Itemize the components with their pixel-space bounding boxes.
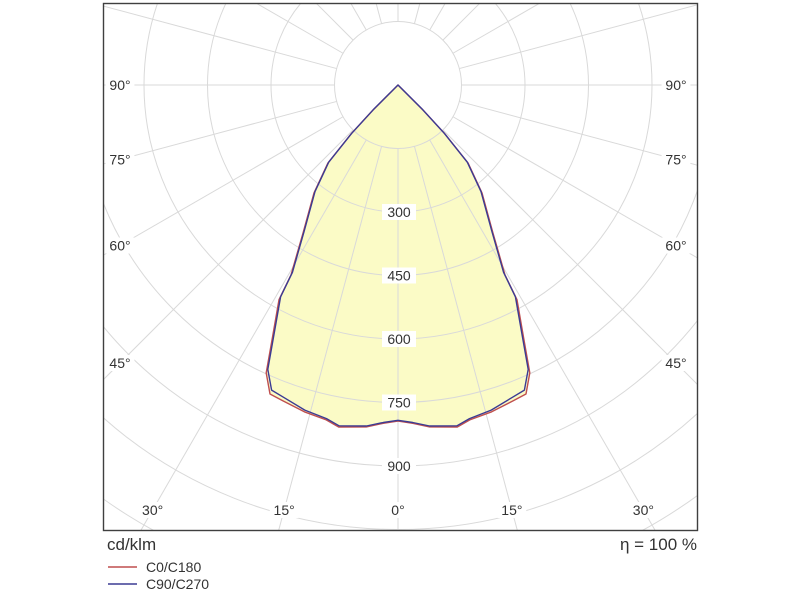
angle-tick-label-right-60-bg xyxy=(661,237,691,254)
grid-ray-30 xyxy=(429,139,656,531)
grid-ray-75 xyxy=(459,100,698,166)
angle-tick-label-right-90-bg xyxy=(661,77,691,93)
radial-tick-label-300-bg xyxy=(382,204,416,220)
grid-ray-45 xyxy=(442,129,698,386)
grid-ray-345 xyxy=(278,146,383,531)
grid-ray-300 xyxy=(103,116,344,256)
angle-tick-label-bottom-3: 15° xyxy=(501,502,522,518)
angle-tick-label-bottom-1-bg xyxy=(269,502,299,518)
legend-label-c0-c180: C0/C180 xyxy=(146,559,201,575)
grid-ray-60 xyxy=(452,116,698,259)
angle-tick-label-right-90: 90° xyxy=(665,77,686,93)
radial-tick-label-900-bg xyxy=(382,458,416,474)
angle-tick-label-left-90-bg xyxy=(105,77,135,93)
grid-ray-120 xyxy=(452,3,541,54)
radial-tick-label-750: 750 xyxy=(387,395,411,411)
radial-tick-label-600: 600 xyxy=(387,331,411,347)
angle-tick-label-right-45-bg xyxy=(661,355,691,371)
angle-tick-label-bottom-2: 0° xyxy=(391,502,404,518)
grid-ray-150 xyxy=(429,3,446,31)
radial-tick-label-450-bg xyxy=(382,267,416,284)
grid-ray-315 xyxy=(103,129,354,381)
angle-tick-label-bottom-4: 30° xyxy=(633,502,654,518)
radial-tick-label-750-bg xyxy=(382,394,416,411)
radial-tick-label-900: 900 xyxy=(387,458,411,474)
angle-tick-label-bottom-1: 15° xyxy=(274,502,295,518)
radial-tick-label-450: 450 xyxy=(387,268,411,284)
curve-c90-c270 xyxy=(267,84,529,427)
angle-tick-label-bottom-4-bg xyxy=(628,502,658,518)
grid-ray-105 xyxy=(459,4,698,70)
efficiency-label: η = 100 % xyxy=(620,535,697,554)
angle-tick-label-left-60: 60° xyxy=(109,238,130,254)
angle-tick-label-right-60: 60° xyxy=(665,238,686,254)
angle-tick-label-right-75-bg xyxy=(661,151,691,168)
angle-tick-label-bottom-0: 30° xyxy=(142,502,163,518)
angle-tick-label-left-60-bg xyxy=(105,237,135,254)
radial-tick-label-600-bg xyxy=(382,331,416,347)
grid-ray-135 xyxy=(442,3,481,41)
unit-label: cd/klm xyxy=(107,535,156,554)
grid-ray-255 xyxy=(103,5,337,70)
grid-ray-285 xyxy=(103,100,337,165)
legend-label-c90-c270: C90/C270 xyxy=(146,576,209,592)
angle-tick-label-right-45: 45° xyxy=(665,355,686,371)
grid-ray-225 xyxy=(315,3,354,41)
plot-border xyxy=(102,2,699,532)
grid-ray-240 xyxy=(255,3,344,54)
angle-tick-label-left-90: 90° xyxy=(109,77,130,93)
grid-ray-15 xyxy=(413,146,518,531)
angle-tick-label-left-75-bg xyxy=(105,151,135,168)
angle-tick-label-bottom-2-bg xyxy=(387,502,409,518)
grid-ray-210 xyxy=(350,3,367,31)
angle-tick-label-left-45: 45° xyxy=(109,355,130,371)
angle-tick-label-bottom-0-bg xyxy=(138,502,168,518)
legend: C0/C180 C90/C270 xyxy=(108,559,209,592)
radial-tick-label-300: 300 xyxy=(387,204,411,220)
grid-ray-330 xyxy=(140,139,367,531)
angle-tick-label-left-75: 75° xyxy=(109,151,130,167)
angle-tick-label-right-75: 75° xyxy=(665,151,686,167)
angle-tick-label-bottom-3-bg xyxy=(497,502,527,518)
angle-tick-label-left-45-bg xyxy=(105,355,135,371)
